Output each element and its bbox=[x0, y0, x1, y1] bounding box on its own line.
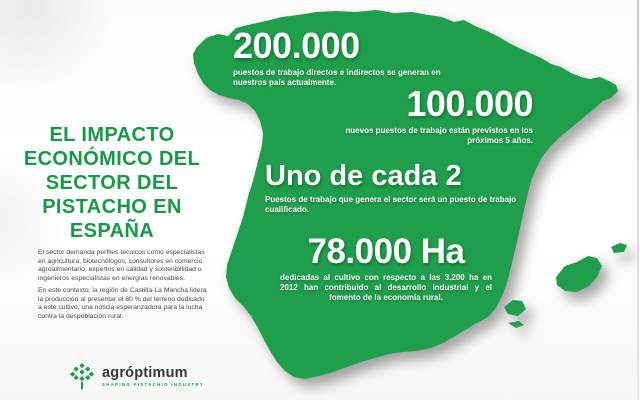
ibiza-island-shape bbox=[504, 300, 526, 316]
intro-paragraph-1: El sector demanda perfiles técnicos como… bbox=[38, 248, 205, 283]
stat-value: 200.000 bbox=[233, 25, 360, 66]
stat-description: Puestos de trabajo que genera el sector … bbox=[265, 195, 517, 214]
mallorca-island-shape bbox=[556, 256, 602, 292]
stat-value: 100.000 bbox=[406, 83, 533, 124]
spain-mainland-shape bbox=[193, 10, 618, 379]
stat-value: Uno de cada 2 bbox=[265, 160, 462, 192]
menorca-island-shape bbox=[611, 243, 627, 253]
stat-jobs-forecast: 100.000 nuevos puestos de trabajo están … bbox=[333, 86, 533, 146]
pistachio-tree-icon bbox=[70, 363, 94, 390]
logo-wordmark: agróptimum bbox=[102, 364, 188, 381]
stat-qualified-jobs: Uno de cada 2 Puestos de trabajo que gen… bbox=[265, 162, 525, 215]
stat-description: puestos de trabajo directos e indirectos… bbox=[233, 68, 441, 87]
agroptimum-logo: agróptimum SHAPING PISTACHIO INDUSTRY bbox=[70, 363, 204, 390]
title-line: ECONÓMICO DEL bbox=[23, 148, 201, 171]
title-line: SECTOR DEL bbox=[45, 172, 179, 195]
intro-paragraph-2: En este contexto, la región de Castilla-… bbox=[38, 286, 207, 321]
page-edge-line bbox=[637, 0, 639, 400]
stat-jobs-current: 200.000 puestos de trabajo directos e in… bbox=[233, 28, 443, 88]
stat-description: dedicadas al cultivo con respecto a las … bbox=[280, 273, 492, 302]
title-line: EL IMPACTO bbox=[49, 124, 175, 147]
formentera-island-shape bbox=[508, 321, 524, 328]
title-line: ESPAÑA bbox=[69, 220, 155, 243]
stat-hectares: 78.000 Ha dedicadas al cultivo con respe… bbox=[280, 234, 492, 303]
page-title: EL IMPACTO ECONÓMICO DEL SECTOR DEL PIST… bbox=[2, 123, 222, 243]
logo-tagline: SHAPING PISTACHIO INDUSTRY bbox=[102, 382, 204, 388]
stat-description: nuevos puestos de trabajo están previsto… bbox=[345, 126, 533, 145]
stat-value: 78.000 Ha bbox=[307, 232, 465, 271]
logo-text: agróptimum SHAPING PISTACHIO INDUSTRY bbox=[102, 364, 204, 388]
title-line: PISTACHO EN bbox=[42, 196, 182, 219]
